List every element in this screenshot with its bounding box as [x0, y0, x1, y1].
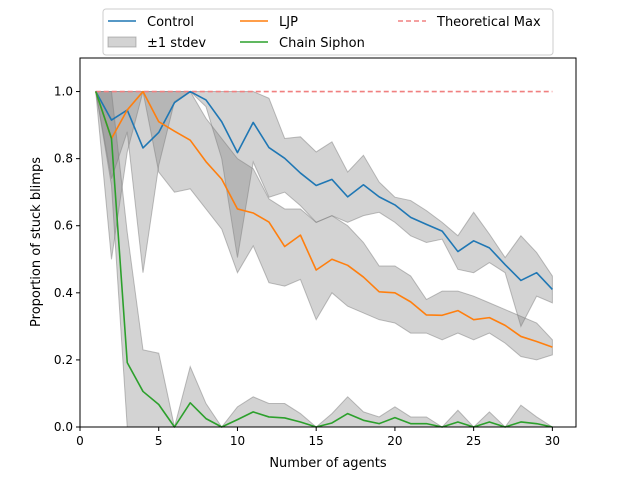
- x-tick-label: 30: [545, 434, 560, 448]
- x-tick-label: 15: [309, 434, 324, 448]
- x-tick-label: 0: [76, 434, 84, 448]
- y-axis-label: Proportion of stuck blimps: [29, 157, 44, 327]
- y-axis-ticks: 0.0 0.2 0.4 0.6 0.8 1.0: [54, 85, 80, 434]
- series-line-control: [95, 90, 553, 291]
- plot-frame: [79, 57, 577, 428]
- series-line-ljp: [94, 90, 553, 348]
- stdev-bands: [95, 90, 555, 428]
- y-tick-label: 0.2: [54, 353, 73, 367]
- y-tick-label: 0.8: [54, 152, 73, 166]
- x-tick-label: 5: [155, 434, 163, 448]
- x-axis-label: Number of agents: [269, 456, 387, 471]
- legend-label-chain-siphon: Chain Siphon: [279, 36, 365, 51]
- legend: Control ±1 stdev LJP Chain Siphon Theore…: [102, 8, 554, 56]
- series-line-chain-siphon: [94, 91, 553, 428]
- series-lines: [94, 90, 553, 428]
- legend-label-stdev: ±1 stdev: [147, 36, 206, 51]
- x-tick-label: 25: [466, 434, 481, 448]
- legend-label-theoretical-max: Theoretical Max: [436, 15, 541, 30]
- y-tick-label: 0.0: [54, 420, 73, 434]
- legend-swatch-stdev: [107, 36, 137, 48]
- legend-label-control: Control: [147, 15, 194, 30]
- y-tick-label: 0.4: [54, 286, 73, 300]
- x-axis-ticks: 0 5 10 15 20 25 30: [76, 427, 560, 448]
- x-tick-label: 20: [387, 434, 402, 448]
- legend-frame: [102, 8, 554, 56]
- stdev-band-ljp: [95, 91, 553, 361]
- legend-label-ljp: LJP: [279, 15, 298, 30]
- y-tick-label: 0.6: [54, 219, 73, 233]
- y-tick-label: 1.0: [54, 85, 73, 99]
- x-tick-label: 10: [230, 434, 245, 448]
